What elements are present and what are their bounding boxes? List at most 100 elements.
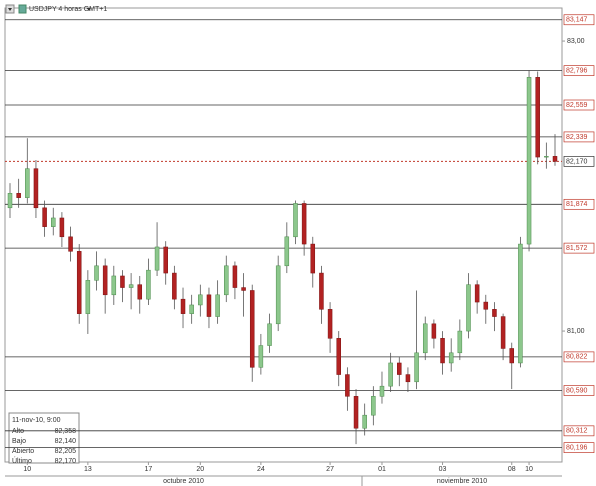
candle-body (267, 323, 272, 346)
candle-body (120, 275, 125, 288)
level-label: 82,339 (566, 134, 588, 141)
candle-body (258, 345, 264, 368)
candle-body (327, 309, 333, 339)
symbol-label[interactable]: USDJPY 4 horas GMT+1 (29, 6, 107, 13)
plot-frame (4, 7, 563, 463)
candle-body (414, 352, 419, 383)
candle-body (319, 272, 324, 310)
info-value: 82,205 (55, 448, 77, 455)
level-label: 82,796 (566, 67, 588, 74)
candle-body (509, 348, 514, 364)
candle-body (431, 323, 437, 339)
candle-body (345, 374, 350, 397)
candle-body (544, 156, 549, 158)
x-tick-label: 10 (525, 466, 533, 473)
candle-body (275, 265, 281, 325)
level-box (563, 14, 595, 26)
level-box (563, 351, 595, 363)
x-tick-label: 17 (145, 466, 153, 473)
candle-body (154, 246, 160, 271)
level-box (563, 99, 595, 111)
candle-body (379, 385, 385, 397)
candle-body (526, 77, 532, 245)
x-tick-label: 24 (257, 466, 265, 473)
month-label: octubre 2010 (163, 478, 204, 485)
candle-body (405, 374, 411, 383)
candle-body (111, 275, 117, 296)
level-box (563, 65, 595, 76)
x-tick-label: 01 (378, 466, 386, 473)
candle-body (284, 236, 290, 267)
candle-body (59, 217, 65, 238)
candle-body (224, 265, 229, 296)
candle-body (42, 207, 47, 227)
info-key: Bajo (12, 438, 26, 445)
candle-body (500, 316, 506, 349)
candle-body (440, 338, 445, 364)
x-tick-label: 27 (326, 466, 334, 473)
candle-body (68, 236, 73, 252)
candle-body (146, 269, 151, 300)
candle-body (137, 284, 143, 300)
level-box (563, 242, 595, 254)
candle-body (198, 294, 203, 306)
info-value: 82,140 (55, 438, 77, 445)
candle-body (7, 193, 13, 209)
candle-body (397, 362, 402, 375)
candle-body (422, 323, 428, 354)
candle-body (518, 243, 523, 364)
candle-body (180, 298, 186, 314)
candle-body (25, 168, 30, 198)
level-label: 81,572 (566, 245, 588, 252)
last-price-box (563, 156, 595, 167)
level-label: 80,822 (566, 354, 588, 361)
candle-body (483, 301, 489, 310)
level-box (563, 198, 595, 210)
candle-body (310, 243, 316, 274)
candle-body (102, 265, 108, 296)
candle-body (128, 284, 134, 288)
candle-body (371, 396, 376, 416)
candle-body (535, 77, 540, 158)
candle-body (172, 272, 177, 300)
candle-body (388, 362, 393, 387)
info-key: Abierto (12, 448, 34, 455)
level-box (563, 385, 595, 396)
symbol-icon (18, 4, 27, 14)
candle-body (336, 338, 341, 375)
candle-body (189, 304, 194, 314)
candle-body (466, 284, 471, 332)
candle-body (215, 294, 220, 317)
menu-arrow (8, 8, 12, 11)
candle-body (301, 203, 307, 245)
candle-body (33, 168, 39, 209)
symbol-dropdown[interactable] (87, 8, 91, 11)
candle-body (457, 330, 463, 354)
candle-body (249, 290, 255, 368)
x-tick-label: 20 (196, 466, 204, 473)
x-tick-label: 03 (439, 466, 447, 473)
y-tick-label: 83,00 (567, 38, 585, 45)
candle-body (85, 280, 91, 314)
month-label: noviembre 2010 (437, 478, 487, 485)
candle-body (552, 156, 558, 162)
candle-body (94, 265, 99, 281)
info-box (8, 412, 80, 464)
level-box (563, 442, 595, 453)
level-label: 83,147 (566, 17, 588, 24)
x-tick-label: 13 (84, 466, 92, 473)
candle-body (362, 414, 367, 429)
info-key: Último (12, 456, 32, 465)
level-label: 80,312 (566, 428, 588, 435)
candle-body (241, 287, 246, 291)
level-label: 80,590 (566, 387, 588, 394)
candle-body (448, 352, 454, 364)
info-key: Alto (12, 428, 24, 435)
candle-body (16, 193, 21, 198)
candle-body (492, 309, 497, 317)
candle-body (353, 396, 359, 429)
candle-body (474, 284, 480, 303)
level-box (563, 131, 595, 143)
